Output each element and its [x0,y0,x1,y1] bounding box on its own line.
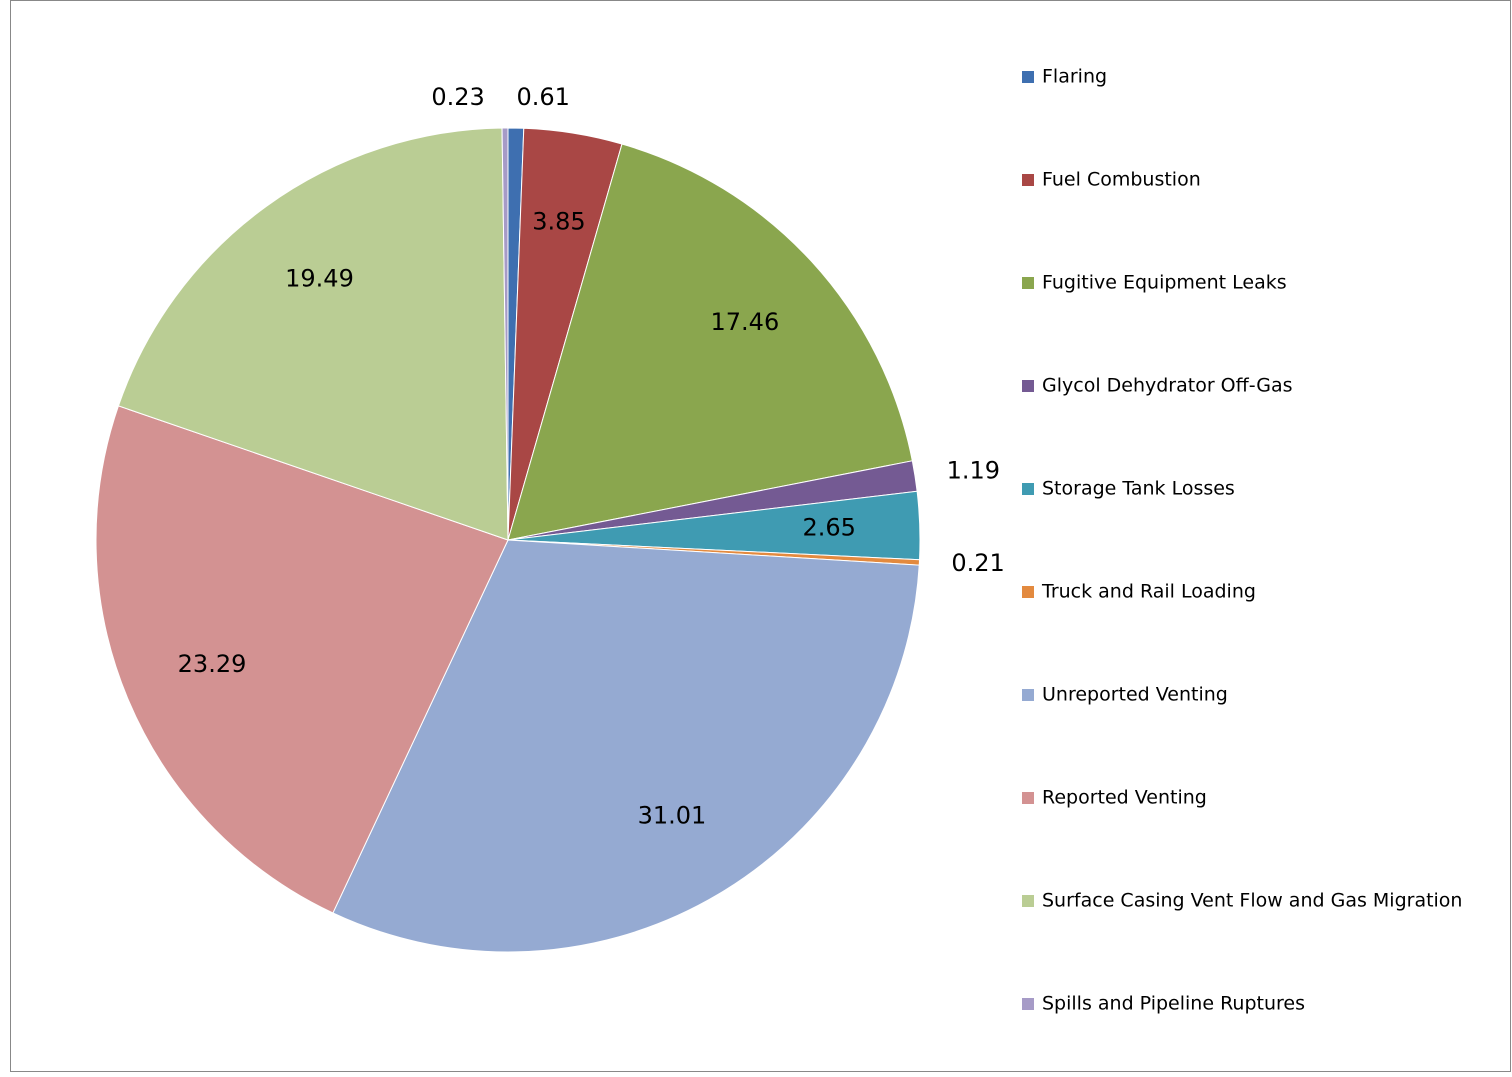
legend-swatch [1022,380,1034,392]
pie-slice [95,405,509,914]
legend-swatch [1022,71,1034,83]
legend-swatch [1022,689,1034,701]
pie-slice [332,539,920,953]
legend-label: Spills and Pipeline Ruptures [1042,993,1305,1015]
data-label: 0.23 [431,83,484,111]
pie-slice [501,127,509,541]
data-label: 0.61 [516,83,569,111]
data-label: 17.46 [711,308,780,336]
legend-label: Unreported Venting [1042,684,1228,706]
legend-label: Fuel Combustion [1042,169,1201,191]
pie-slice [117,127,509,541]
data-label: 1.19 [947,456,1000,484]
legend-swatch [1022,483,1034,495]
pie-slice [507,143,913,541]
legend-swatch [1022,792,1034,804]
legend-swatch [1022,174,1034,186]
data-label: 23.29 [178,650,247,678]
data-label: 31.01 [638,801,707,829]
legend-label: Surface Casing Vent Flow and Gas Migrati… [1042,890,1462,912]
data-label: 19.49 [285,265,354,293]
data-label: 2.65 [802,514,855,542]
legend-label: Truck and Rail Loading [1041,581,1256,603]
legend-swatch [1022,586,1034,598]
legend-label: Storage Tank Losses [1042,478,1235,500]
legend-swatch [1022,998,1034,1010]
legend-label: Reported Venting [1042,787,1207,809]
legend-label: Flaring [1042,66,1107,88]
legend-label: Fugitive Equipment Leaks [1042,272,1287,294]
legend-swatch [1022,895,1034,907]
legend-swatch [1022,277,1034,289]
data-label: 0.21 [951,549,1004,577]
data-label: 3.85 [532,208,585,236]
legend-label: Glycol Dehydrator Off-Gas [1042,375,1293,397]
